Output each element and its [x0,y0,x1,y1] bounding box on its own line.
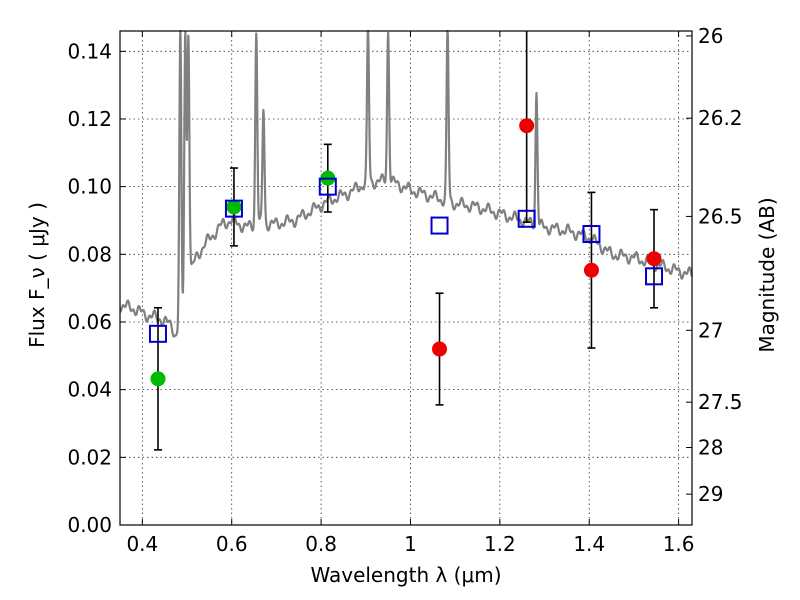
y2-axis-title: Magnitude (AB) [755,197,779,352]
model-square [148,324,167,343]
x-tick-label: 1.4 [573,532,605,556]
x-tick-label: 1.2 [484,532,516,556]
y2-tick-label: 27.5 [698,390,743,414]
model-square [430,216,449,235]
y2-tick-label: 26.5 [698,204,743,228]
y-tick-label: 0.12 [67,107,112,131]
y-tick-label: 0.06 [67,310,112,334]
x-axis-title: Wavelength λ (μm) [310,563,501,587]
y2-tick-label: 29 [698,482,723,506]
y2-tick-label: 27 [698,318,723,342]
observed-point [150,371,166,387]
y2-tick-label: 28 [698,435,723,459]
x-tick-label: 1 [404,532,417,556]
plot-frame [119,30,693,526]
x-tick-label: 0.4 [126,532,158,556]
y-tick-label: 0.14 [67,39,112,63]
x-tick-label: 0.6 [216,532,248,556]
observed-point [226,199,242,215]
x-tick-label: 1.6 [663,532,695,556]
y-tick-label: 0.00 [67,513,112,537]
x-tick-label: 0.8 [305,532,337,556]
model-square [224,199,243,218]
y-tick-label: 0.02 [67,445,112,469]
observed-point [583,262,599,278]
model-square [582,225,601,244]
observed-point [519,118,535,134]
axis-ticks [120,31,692,526]
y-tick-label: 0.04 [67,378,112,402]
model-square [318,177,337,196]
y-tick-label: 0.10 [67,175,112,199]
observed-point [646,251,662,267]
axis-labels: 0.4 0.6 0.8 1 1.2 1.4 1.6 0.00 0.02 0.04 0.06 0.08 0… [67,24,742,556]
y2-tick-label: 26.2 [698,106,743,130]
y-axis-title: Flux F_ν ( μJy ) [25,202,49,348]
model-square [517,209,536,228]
observed-point [432,341,448,357]
y-tick-label: 0.08 [67,242,112,266]
y2-tick-label: 26 [698,24,723,48]
model-square [645,267,664,286]
data-points [148,118,664,387]
